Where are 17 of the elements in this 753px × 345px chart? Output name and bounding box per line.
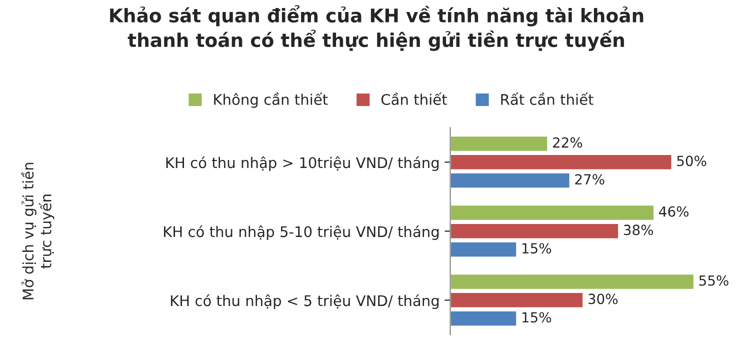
y-tick-label: KH có thu nhập < 5 triệu VND/ tháng [170,294,439,310]
data-label: 27% [575,174,604,185]
legend-label: Không cần thiết [214,92,328,108]
data-label: 46% [659,206,688,217]
y-tick-label: KH có thu nhập > 10triệu VND/ tháng [166,156,439,172]
legend-label: Cần thiết [381,92,447,106]
data-label: 38% [624,224,654,236]
data-label: 50% [677,156,706,166]
y-tick-label: KH có thu nhập 5-10 triệu VND/ tháng [164,225,439,240]
legend-label: Rất cần thiết [501,92,594,106]
data-label: 22% [553,137,582,148]
data-label: 30% [588,294,618,304]
text: Mở dịch vụ gửi tiền trực tuyến [21,162,54,300]
data-label: 15% [522,312,552,323]
data-label: 15% [522,243,552,254]
data-label: 55% [699,275,728,286]
chart-title: Khảo sát quan điểm của KH về tính năng tài khoản thanh toán có thể thực hiện gửi tiền trực tuyến [110,5,644,51]
